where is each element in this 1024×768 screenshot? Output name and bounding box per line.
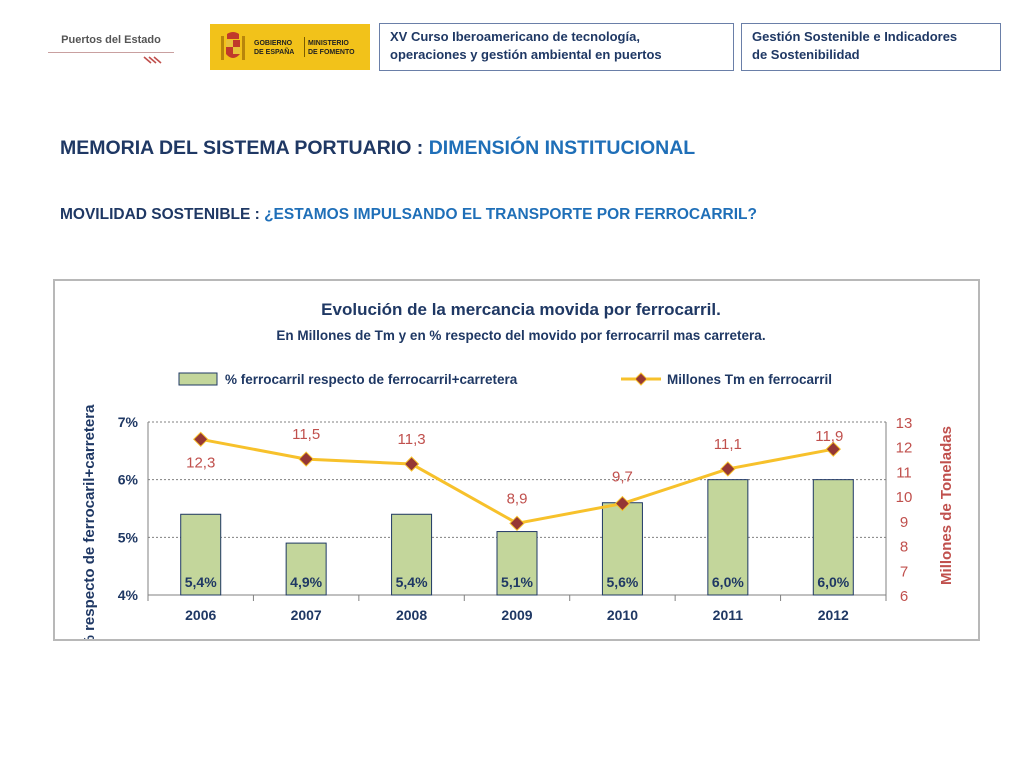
- bar: [496, 531, 538, 596]
- line-data-label: 9,7: [612, 469, 633, 486]
- y-axis-title: % respecto de ferrocaril+carretera: [81, 404, 98, 639]
- y2-axis-title: Millones de Toneladas: [938, 426, 955, 585]
- line-data-label: 11,5: [292, 426, 320, 443]
- bar: [391, 513, 433, 596]
- page-title: MEMORIA DEL SISTEMA PORTUARIO : DIMENSIÓ…: [60, 137, 695, 160]
- line-point: [298, 451, 314, 467]
- bar-data-label: 4,9%: [290, 574, 322, 590]
- line-point: [403, 456, 420, 472]
- x-tick-label: 2006: [185, 607, 216, 623]
- y2-tick-label: 9: [900, 514, 908, 531]
- gov-divider: [304, 37, 305, 57]
- puertos-del-estado-logo: Puertos del Estado: [48, 28, 174, 68]
- chart-frame: Evolución de la mercancia movida por fer…: [53, 279, 980, 641]
- line-data-label: 12,3: [186, 454, 215, 471]
- y2-tick-label: 12: [896, 440, 913, 457]
- y2-tick-label: 11: [896, 464, 912, 481]
- legend-line-marker: [634, 372, 648, 386]
- x-tick-label: 2012: [818, 607, 849, 623]
- y2-tick-label: 10: [896, 489, 913, 506]
- topic-title-box: Gestión Sostenible e Indicadores de Sost…: [741, 23, 1001, 71]
- logo-text: Puertos del Estado: [61, 34, 161, 46]
- legend-bar-label: % ferrocarril respecto de ferrocarril+ca…: [225, 372, 518, 387]
- x-tick-label: 2007: [291, 607, 322, 623]
- bar: [285, 542, 327, 596]
- line-data-label: 11,3: [398, 431, 426, 448]
- x-tick-label: 2008: [396, 607, 427, 623]
- bar-data-label: 5,4%: [185, 574, 217, 590]
- line-point: [509, 515, 525, 532]
- bar: [601, 502, 643, 596]
- line-data-label: 11,9: [815, 428, 843, 445]
- ministry-text: MINISTERIO DE FOMENTO: [308, 40, 355, 56]
- bar-data-label: 5,1%: [501, 574, 533, 590]
- bar-data-label: 5,4%: [396, 574, 428, 590]
- line-data-label: 11,1: [714, 436, 742, 453]
- line-point: [720, 461, 736, 477]
- y2-tick-label: 8: [900, 539, 908, 556]
- bar: [707, 479, 749, 596]
- rail-freight-chart: Evolución de la mercancia movida por fer…: [81, 300, 955, 639]
- legend-line-label: Millones Tm en ferrocarril: [667, 372, 832, 387]
- line-point: [614, 495, 631, 512]
- y-tick-label: 7%: [118, 414, 139, 430]
- line-point: [825, 441, 841, 457]
- page-subtitle-prefix: MOVILIDAD SOSTENIBLE :: [60, 206, 265, 223]
- page-title-prefix: MEMORIA DEL SISTEMA PORTUARIO :: [60, 137, 429, 159]
- page-subtitle-highlight: ¿ESTAMOS IMPULSANDO EL TRANSPORTE POR FE…: [264, 206, 757, 223]
- logo-mark-icon: [143, 56, 162, 64]
- bar: [812, 479, 854, 596]
- y2-tick-label: 13: [896, 415, 913, 432]
- page-subtitle: MOVILIDAD SOSTENIBLE : ¿ESTAMOS IMPULSAN…: [60, 206, 757, 224]
- y2-tick-label: 7: [900, 563, 908, 580]
- x-tick-label: 2010: [607, 607, 638, 623]
- gov-text: GOBIERNO DE ESPAÑA: [254, 40, 295, 56]
- coat-of-arms-icon: [221, 32, 245, 60]
- chart-subtitle: En Millones de Tm y en % respecto del mo…: [276, 328, 765, 343]
- page-title-highlight: DIMENSIÓN INSTITUCIONAL: [428, 137, 696, 159]
- y-tick-label: 5%: [118, 529, 139, 545]
- line-data-label: 8,9: [507, 490, 528, 507]
- bar-data-label: 6,0%: [712, 574, 744, 590]
- x-tick-label: 2011: [713, 607, 744, 623]
- line-point: [193, 431, 209, 448]
- logo-rule: [48, 52, 174, 53]
- chart-title: Evolución de la mercancia movida por fer…: [321, 300, 721, 319]
- bar-data-label: 5,6%: [606, 574, 638, 590]
- y-tick-label: 6%: [118, 472, 139, 488]
- bar: [180, 513, 222, 596]
- gobierno-logo: GOBIERNO DE ESPAÑA MINISTERIO DE FOMENTO: [210, 24, 370, 70]
- course-title-box: XV Curso Iberoamericano de tecnología, o…: [379, 23, 734, 71]
- y2-tick-label: 6: [900, 588, 908, 605]
- y-tick-label: 4%: [118, 587, 139, 603]
- legend-bar-swatch: [178, 372, 218, 386]
- bar-data-label: 6,0%: [817, 574, 849, 590]
- x-tick-label: 2009: [501, 607, 532, 623]
